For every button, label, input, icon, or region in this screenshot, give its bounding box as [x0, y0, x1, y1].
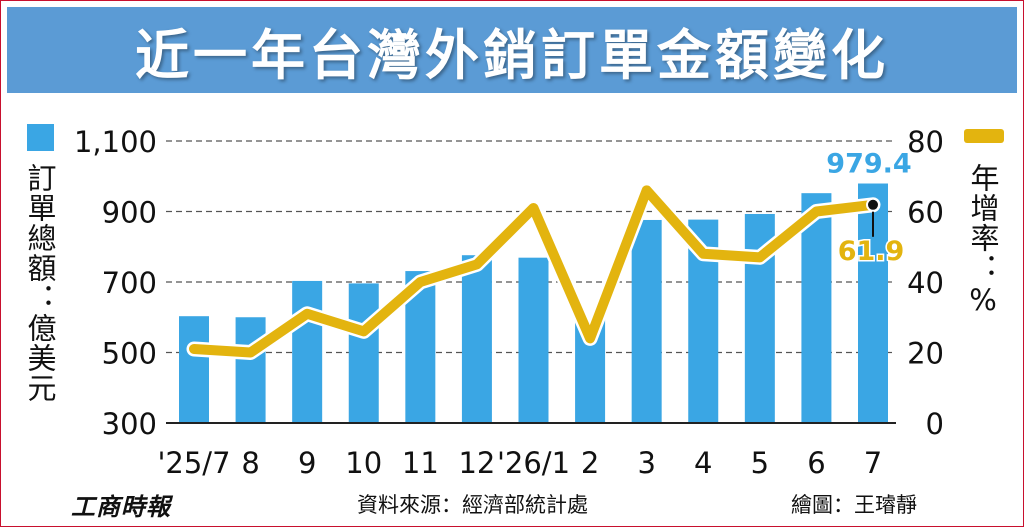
bar: [518, 257, 549, 423]
line-value-label: 61.9: [838, 236, 905, 267]
x-tick-label: '25/7: [157, 446, 230, 480]
bar: [235, 317, 266, 423]
last-point-marker: [866, 197, 880, 212]
bar-value-label: 979.4: [826, 149, 911, 180]
x-tick-label: 7: [864, 446, 882, 480]
x-tick-label: 9: [298, 446, 316, 480]
credit-text: 繪圖：王璿靜: [791, 493, 917, 517]
left-tick-label: 700: [102, 266, 157, 300]
x-tick-label: 11: [402, 446, 439, 480]
x-tick-label: '26/1: [497, 446, 570, 480]
bar: [292, 280, 323, 423]
bar: [461, 255, 492, 423]
title-bar: 近一年台灣外銷訂單金額變化: [7, 7, 1017, 93]
bar: [179, 316, 209, 423]
x-tick-label: 2: [581, 446, 599, 480]
bar: [801, 193, 832, 423]
left-tick-label: 900: [102, 196, 157, 230]
x-tick-label: 12: [458, 446, 495, 480]
bar-legend-label: 訂單總額：億美元: [23, 163, 57, 403]
bar: [348, 283, 379, 423]
left-tick-label: 1,100: [74, 125, 157, 159]
x-tick-label: 8: [241, 446, 259, 480]
x-tick-label: 10: [345, 446, 382, 480]
line-legend-label: 年增率：%: [966, 163, 1000, 318]
right-tick-label: 60: [907, 196, 944, 230]
right-tick-label: 0: [926, 407, 944, 441]
x-tick-label: 3: [637, 446, 655, 480]
line-legend-swatch: [964, 129, 1004, 143]
bar-legend-swatch: [27, 124, 54, 151]
bar: [631, 219, 662, 423]
x-tick-label: 4: [694, 446, 712, 480]
x-tick-label: 6: [807, 446, 825, 480]
right-tick-label: 80: [907, 125, 944, 159]
source-text: 資料來源：經濟部統計處: [357, 493, 588, 517]
growth-line: [189, 185, 878, 358]
left-tick-label: 300: [102, 407, 157, 441]
chart-title: 近一年台灣外銷訂單金額變化: [135, 23, 889, 87]
x-tick-label: 5: [751, 446, 769, 480]
right-tick-label: 20: [907, 337, 944, 371]
publisher-logo: 工商時報: [71, 492, 171, 521]
right-tick-label: 40: [907, 266, 944, 300]
left-tick-label: 500: [102, 337, 157, 371]
